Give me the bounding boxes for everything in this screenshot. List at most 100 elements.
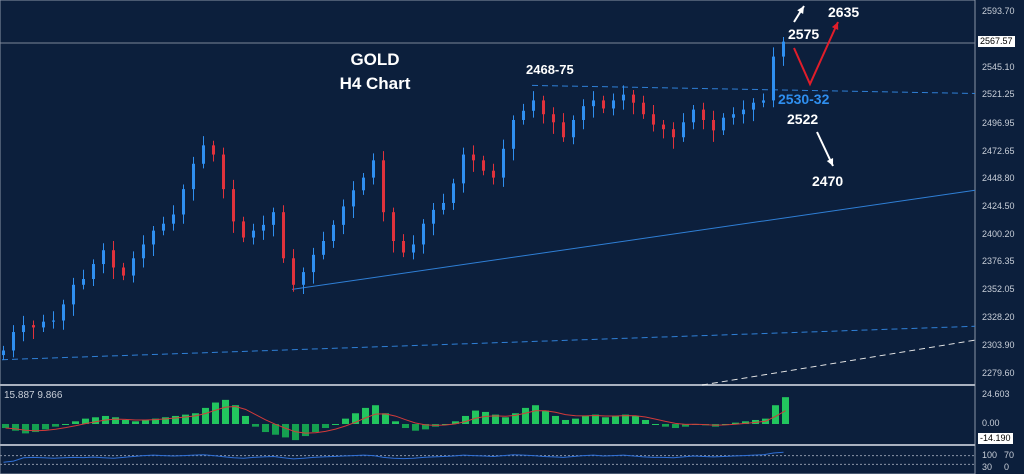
histogram-bar [12,424,19,431]
histogram-bar [522,407,529,424]
histogram-bar [132,421,139,424]
candle-body [222,154,225,190]
support-2-label: 2522 [787,111,819,127]
trendline [291,189,976,290]
candle-body [432,209,435,224]
candle-body [732,114,735,118]
candle-body [492,170,495,178]
candle-body [672,129,675,138]
trendline [701,339,976,386]
histogram-bar [672,424,679,429]
candle-body [302,272,305,285]
price-tick: 2424.50 [982,200,1015,211]
target-down-label: 2470 [812,173,844,189]
histogram-bar [632,415,639,424]
candle-body [102,250,105,265]
candle-body [462,154,465,184]
histogram-bar [602,417,609,424]
histogram-bar [502,417,509,424]
candle-body [52,320,55,322]
candle-body [282,212,285,259]
candle-body [32,325,35,328]
arrow-red-scenario-head [831,22,839,30]
candle-body [422,223,425,245]
candle-body [442,202,445,210]
indicator-tick: 24.603 [982,389,1010,399]
histogram-bar [62,424,69,425]
candle-body [602,100,605,109]
candle-body [2,350,5,356]
arrow-down-white-head [826,158,834,166]
histogram-bar [162,417,169,424]
candle-body [582,106,585,120]
oscillator-tick: 70 [1004,450,1015,460]
oscillator-tick: 30 [982,462,993,472]
histogram-bar [362,407,369,424]
histogram-bar [282,424,289,438]
candle-body [632,94,635,103]
candle-body [562,122,565,138]
histogram-bar [42,424,49,430]
candle-body [712,119,715,131]
candle-body [72,284,75,305]
candle-body [702,109,705,120]
histogram-bar [742,421,749,424]
histogram-bar [422,424,429,430]
candle-body [22,325,25,333]
chart-title-timeframe: H4 Chart [339,74,411,93]
histogram-bar [482,411,489,424]
price-tick: 2472.65 [982,145,1015,156]
chart-title-symbol: GOLD [350,50,400,69]
candle-body [622,94,625,101]
candle-body [502,148,505,178]
histogram-bar [52,424,59,427]
candle-body [342,206,345,225]
histogram-bar [402,424,409,429]
histogram-bar [642,419,649,424]
price-tick: 2545.10 [982,62,1015,72]
candle-body [772,56,775,101]
candle-body [692,109,695,123]
chart-title: GOLD H4 Chart [330,48,420,96]
histogram-bar [242,415,249,424]
histogram-bar [142,419,149,424]
histogram-bar [22,424,29,434]
price-tick: 2448.80 [982,172,1015,183]
histogram-bar [332,424,339,425]
histogram-bar [562,419,569,424]
candle-body [372,160,375,178]
price-tick: 2352.05 [982,284,1015,295]
candle-body [92,264,95,280]
histogram-bar [382,413,389,424]
histogram-bar [472,410,479,424]
candle-body [652,114,655,125]
candle-body [592,100,595,107]
histogram-bar [302,424,309,437]
histogram-bar [582,415,589,424]
histogram-bar [192,413,199,424]
histogram-bar [312,424,319,433]
histogram-bar [492,414,499,424]
histogram-bar [512,413,519,424]
histogram-bar [342,418,349,424]
candle-body [332,224,335,241]
histogram-bar [662,424,669,427]
candle-body [242,221,245,238]
histogram-bar [552,415,559,424]
histogram-bar [592,414,599,424]
candle-body [472,154,475,161]
indicator-tick: -14.190 [978,433,1013,444]
candle-body [782,41,785,57]
histogram-bar [252,424,259,427]
candle-body [612,100,615,109]
candle-body [182,189,185,215]
histogram-bar [352,413,359,424]
candle-body [752,102,755,110]
candle-body [762,100,765,103]
price-tick: 2279.60 [982,367,1015,378]
candle-body [252,230,255,238]
candle-body [532,100,535,111]
candle-body [642,102,645,115]
candle-body [262,224,265,231]
